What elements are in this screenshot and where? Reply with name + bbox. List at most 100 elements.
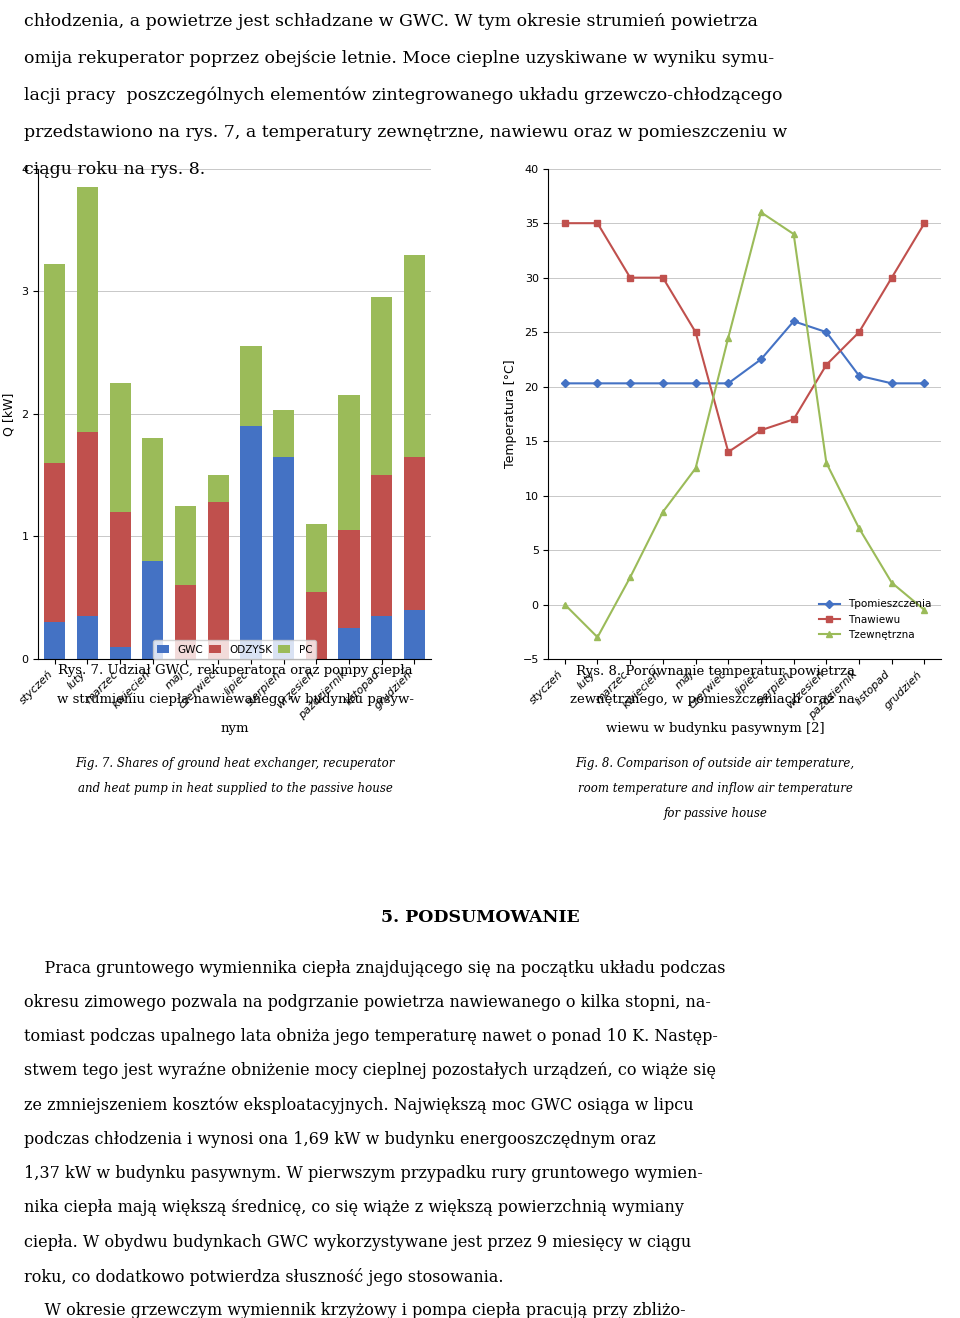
Text: w strumieniu ciepła nawiewanego w budynku pasyw-: w strumieniu ciepła nawiewanego w budynk… <box>57 693 414 706</box>
Text: roku, co dodatkowo potwierdza słuszność jego stosowania.: roku, co dodatkowo potwierdza słuszność … <box>24 1268 503 1286</box>
Bar <box>77 616 98 659</box>
Text: wiewu w budynku pasywnym [2]: wiewu w budynku pasywnym [2] <box>606 722 825 735</box>
Text: 5. PODSUMOWANIE: 5. PODSUMOWANIE <box>381 909 579 927</box>
Text: W okresie grzewczym wymiennik krzyżowy i pompa ciepła pracują przy zbliżo-: W okresie grzewczym wymiennik krzyżowy i… <box>24 1302 685 1318</box>
Text: stwem tego jest wyraźne obniżenie mocy cieplnej pozostałych urządzeń, co wiąże s: stwem tego jest wyraźne obniżenie mocy c… <box>24 1062 716 1079</box>
Bar <box>142 439 163 561</box>
Bar <box>404 457 425 610</box>
Tpomieszczenia <box>591 376 603 391</box>
Bar <box>77 187 98 432</box>
Y-axis label: Temperatura [°C]: Temperatura [°C] <box>504 360 516 468</box>
Tnawiewu <box>690 324 702 340</box>
Tzewnętrzna <box>756 204 767 220</box>
Bar <box>305 592 327 659</box>
Text: nika ciepła mają większą średnicę, co się wiąże z większą powierzchnią wymiany: nika ciepła mają większą średnicę, co si… <box>24 1199 684 1217</box>
Legend: Tpomieszczenia, Tnawiewu, Tzewnętrzna: Tpomieszczenia, Tnawiewu, Tzewnętrzna <box>815 596 936 645</box>
Bar <box>207 474 228 502</box>
Tpomieszczenia <box>788 314 800 330</box>
Tpomieszczenia <box>723 376 734 391</box>
Tnawiewu <box>658 270 669 286</box>
Bar <box>109 647 131 659</box>
Text: ciepła. W obydwu budynkach GWC wykorzystywane jest przez 9 miesięcy w ciągu: ciepła. W obydwu budynkach GWC wykorzyst… <box>24 1234 691 1251</box>
Text: 1,37 kW w budynku pasywnym. W pierwszym przypadku rury gruntowego wymien-: 1,37 kW w budynku pasywnym. W pierwszym … <box>24 1165 703 1182</box>
Tpomieszczenia <box>690 376 702 391</box>
Text: chłodzenia, a powietrze jest schładzane w GWC. W tym okresie strumień powietrza: chłodzenia, a powietrze jest schładzane … <box>24 13 757 30</box>
Tzewnętrzna <box>624 569 636 585</box>
Text: przedstawiono na rys. 7, a temperatury zewnętrzne, nawiewu oraz w pomieszczeniu : przedstawiono na rys. 7, a temperatury z… <box>24 124 787 141</box>
Tzewnętrzna <box>559 597 570 613</box>
Tzewnętrzna <box>853 521 865 536</box>
Y-axis label: Q [kW]: Q [kW] <box>3 393 16 435</box>
Text: podczas chłodzenia i wynosi ona 1,69 kW w budynku energooszczędnym oraz: podczas chłodzenia i wynosi ona 1,69 kW … <box>24 1131 656 1148</box>
Tpomieszczenia <box>756 352 767 368</box>
Bar <box>240 426 261 659</box>
Tpomieszczenia <box>821 324 832 340</box>
Tpomieszczenia <box>624 376 636 391</box>
Bar <box>207 502 228 659</box>
Bar <box>240 347 261 426</box>
Legend: GWC, ODZYSK, PC: GWC, ODZYSK, PC <box>153 641 317 659</box>
Text: tomiast podczas upalnego lata obniża jego temperaturę nawet o ponad 10 K. Następ: tomiast podczas upalnego lata obniża jeg… <box>24 1028 718 1045</box>
Text: and heat pump in heat supplied to the passive house: and heat pump in heat supplied to the pa… <box>78 782 393 795</box>
Bar <box>142 561 163 659</box>
Text: for passive house: for passive house <box>663 807 767 820</box>
Bar <box>44 463 65 622</box>
Tpomieszczenia <box>886 376 898 391</box>
Text: Fig. 7. Shares of ground heat exchanger, recuperator: Fig. 7. Shares of ground heat exchanger,… <box>76 757 395 770</box>
Bar <box>372 474 393 616</box>
Tzewnętrzna <box>723 330 734 345</box>
Text: nym: nym <box>221 722 250 735</box>
Text: okresu zimowego pozwala na podgrzanie powietrza nawiewanego o kilka stopni, na-: okresu zimowego pozwala na podgrzanie po… <box>24 994 710 1011</box>
Bar <box>372 298 393 474</box>
Bar <box>338 629 360 659</box>
Bar <box>175 585 196 659</box>
Tnawiewu <box>624 270 636 286</box>
Tzewnętrzna <box>591 629 603 645</box>
Tzewnętrzna <box>690 460 702 476</box>
Tpomieszczenia <box>658 376 669 391</box>
Text: Rys. 8. Porównanie temperatur powietrza: Rys. 8. Porównanie temperatur powietrza <box>576 664 854 677</box>
Bar <box>44 622 65 659</box>
Tpomieszczenia <box>559 376 570 391</box>
Tnawiewu <box>821 357 832 373</box>
Tnawiewu <box>591 215 603 231</box>
Bar <box>273 410 295 457</box>
Tzewnętrzna <box>919 602 930 618</box>
Tnawiewu <box>756 422 767 438</box>
Text: zewnętrznego, w pomieszczeniach oraz na-: zewnętrznego, w pomieszczeniach oraz na- <box>570 693 860 706</box>
Tnawiewu <box>559 215 570 231</box>
Line: Tnawiewu: Tnawiewu <box>562 220 927 455</box>
Tzewnętrzna <box>886 575 898 590</box>
Bar <box>109 384 131 511</box>
Bar <box>305 525 327 592</box>
Bar <box>109 511 131 647</box>
Text: Praca gruntowego wymiennika ciepła znajdującego się na początku układu podczas: Praca gruntowego wymiennika ciepła znajd… <box>24 960 726 977</box>
Text: ze zmniejszeniem kosztów eksploatacyjnych. Największą moc GWC osiąga w lipcu: ze zmniejszeniem kosztów eksploatacyjnyc… <box>24 1097 694 1114</box>
Tzewnętrzna <box>658 503 669 519</box>
Tnawiewu <box>788 411 800 427</box>
Bar <box>44 265 65 463</box>
Tzewnętrzna <box>788 227 800 243</box>
Bar <box>175 506 196 585</box>
Tpomieszczenia <box>919 376 930 391</box>
Line: Tpomieszczenia: Tpomieszczenia <box>562 318 927 386</box>
Text: ciągu roku na rys. 8.: ciągu roku na rys. 8. <box>24 161 205 178</box>
Tnawiewu <box>853 324 865 340</box>
Tnawiewu <box>919 215 930 231</box>
Bar <box>372 616 393 659</box>
Bar <box>404 254 425 457</box>
Line: Tzewnętrzna: Tzewnętrzna <box>562 210 927 641</box>
Bar <box>273 457 295 659</box>
Tnawiewu <box>723 444 734 460</box>
Tnawiewu <box>886 270 898 286</box>
Tpomieszczenia <box>853 368 865 384</box>
Text: Rys. 7. Udział GWC, rekuperatora oraz pompy ciepła: Rys. 7. Udział GWC, rekuperatora oraz po… <box>58 664 413 677</box>
Bar <box>338 395 360 530</box>
Bar <box>338 530 360 629</box>
Tzewnętrzna <box>821 455 832 471</box>
Text: lacji pracy  poszczególnych elementów zintegrowanego układu grzewczo-chłodzącego: lacji pracy poszczególnych elementów zin… <box>24 87 782 104</box>
Text: room temperature and inflow air temperature: room temperature and inflow air temperat… <box>578 782 852 795</box>
Bar <box>77 432 98 616</box>
Text: Fig. 8. Comparison of outside air temperature,: Fig. 8. Comparison of outside air temper… <box>576 757 854 770</box>
Text: omija rekuperator poprzez obejście letnie. Moce cieplne uzyskiwane w wyniku symu: omija rekuperator poprzez obejście letni… <box>24 50 774 67</box>
